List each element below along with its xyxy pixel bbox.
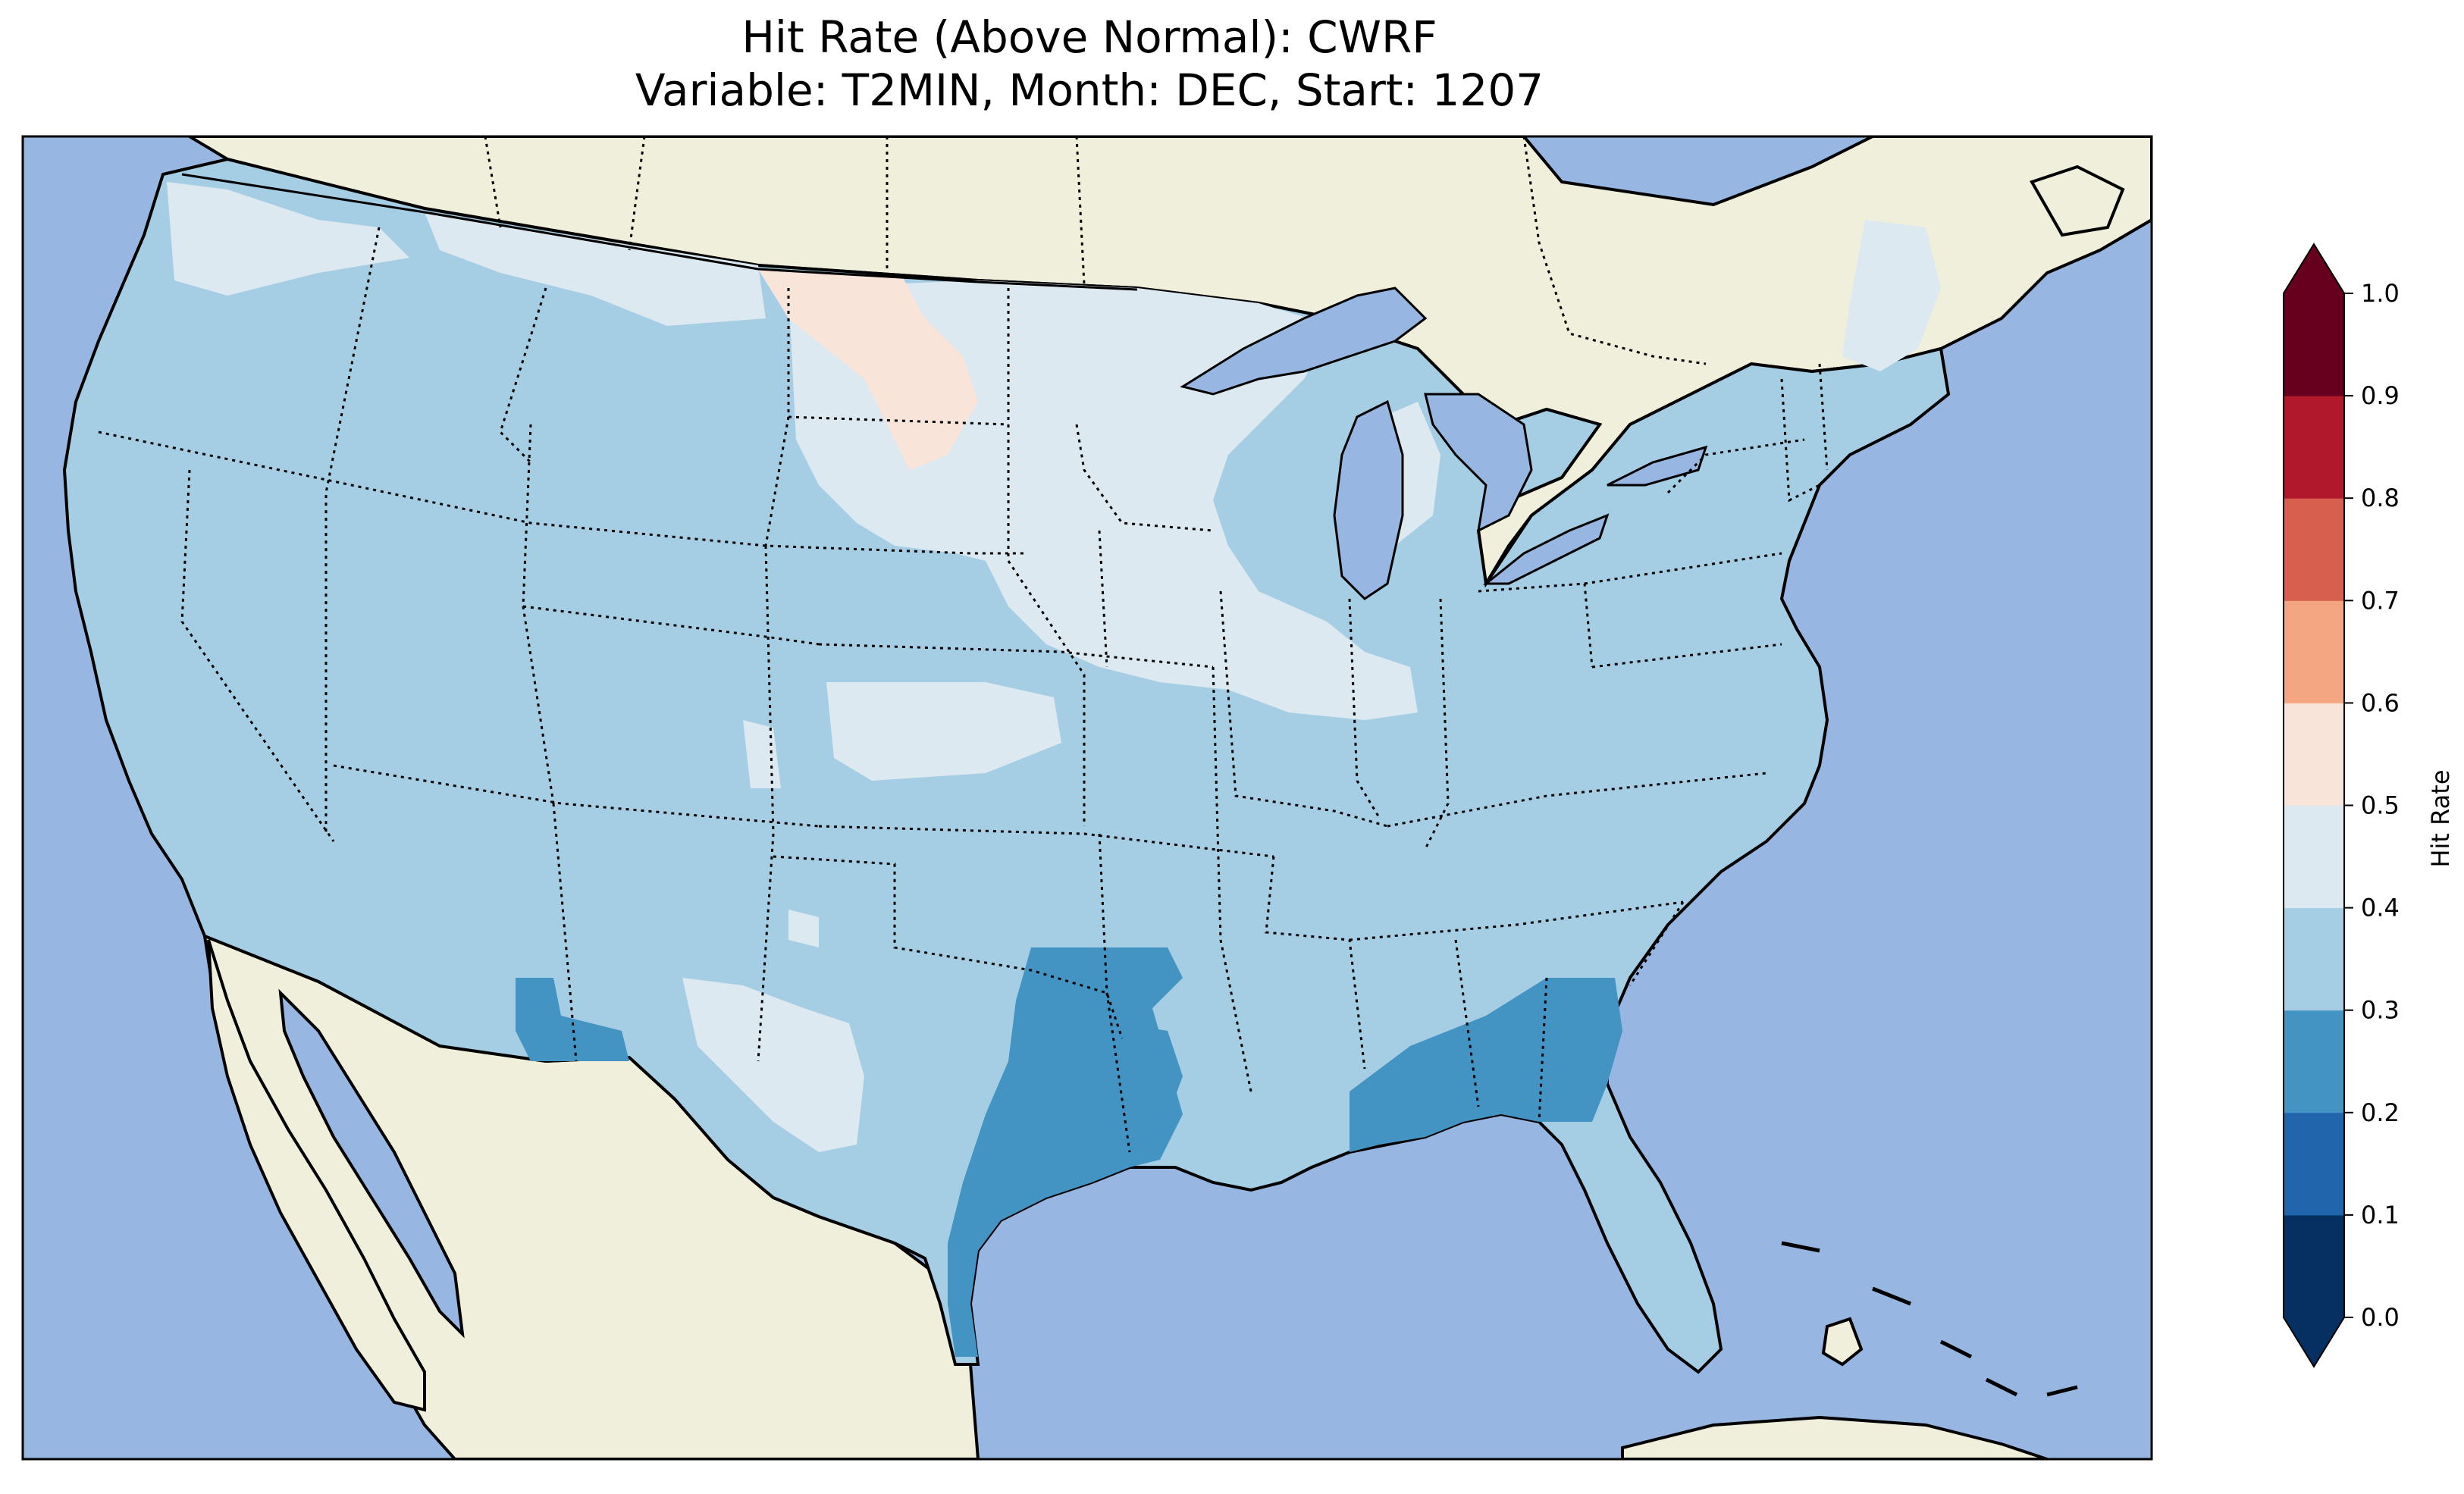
- colorbar-bin: [2284, 600, 2344, 703]
- zone-kansas-light: [826, 682, 1061, 781]
- gulf-of-california: [278, 988, 465, 1339]
- colorbar-extend-max: [2284, 244, 2344, 293]
- state-border: [788, 415, 1009, 426]
- state-border: [1007, 288, 1086, 826]
- state-border: [333, 764, 820, 828]
- zone-louisiana-mid: [1122, 1023, 1183, 1137]
- baja-land: [207, 939, 426, 1412]
- colorbar-label: Hit Rate: [2426, 769, 2455, 867]
- colorbar-tick-label: 1.0: [2361, 279, 2400, 308]
- cuba-land: [1621, 1415, 2048, 1459]
- great-lakes: [1180, 287, 1708, 600]
- province-borders: [484, 136, 1707, 365]
- colorbar-bin: [2284, 907, 2344, 1011]
- colorbar-tick-label: 0.8: [2361, 484, 2400, 512]
- colorbar: 0.0 0.1 0.2 0.3 0.4 0.5 0.6 0.7 0.8 0.9 1.0: [2283, 243, 2400, 1368]
- state-borders: [98, 227, 1829, 1153]
- zone-texas-panhandle-light: [682, 978, 864, 1152]
- state-border: [818, 825, 1274, 858]
- zone-texas-west-light: [788, 910, 819, 947]
- zone-texas-east-mid: [948, 947, 1183, 1357]
- colorbar-bin: [2284, 1112, 2344, 1216]
- zone-montana-light: [425, 212, 766, 326]
- lake-huron: [1424, 393, 1533, 533]
- colorbar-bin: [2284, 498, 2344, 601]
- bahamas-island: [1821, 1317, 1864, 1367]
- state-border: [1075, 424, 1214, 532]
- state-border: [1780, 378, 1820, 503]
- state-border: [522, 605, 820, 646]
- state-border: [1584, 552, 1782, 585]
- colorbar-bin: [2284, 396, 2344, 499]
- colorbar-bin: [2284, 1010, 2344, 1113]
- map-frame: [21, 135, 2153, 1461]
- bahamas-island: [1781, 1241, 2078, 1397]
- state-border: [1387, 772, 1767, 828]
- state-border: [1098, 833, 1131, 1153]
- colorbar-tick-label: 0.5: [2361, 791, 2400, 820]
- state-border: [1424, 598, 1450, 850]
- colorbar-bin: [2284, 805, 2344, 909]
- colorbar-bin: [2284, 703, 2344, 806]
- colorbar-tick-label: 0.0: [2361, 1303, 2400, 1332]
- zone-southeast-mid: [1350, 978, 1622, 1152]
- colorbar-tick-label: 0.7: [2361, 586, 2400, 615]
- state-border: [1666, 438, 1805, 494]
- zone-maine-light: [1842, 220, 1941, 371]
- colorbar-bin: [2284, 293, 2344, 396]
- zone-pnw-light: [167, 182, 409, 296]
- newfoundland-land: [2030, 164, 2125, 237]
- state-border: [1591, 643, 1782, 669]
- lake-erie: [1482, 513, 1610, 585]
- zone-new-mexico-mid: [516, 978, 629, 1061]
- colorbar-tick-label: 0.3: [2361, 996, 2400, 1025]
- state-border: [98, 431, 1024, 555]
- state-border: [1538, 977, 1548, 1123]
- colorbar-tick-label: 0.9: [2361, 381, 2400, 410]
- state-border: [1348, 598, 1381, 819]
- zone-north-dakota-peach: [758, 269, 978, 470]
- state-border: [552, 803, 578, 1062]
- colorbar-tick-label: 0.2: [2361, 1098, 2400, 1127]
- province-border: [484, 136, 502, 228]
- colorbar-bin: [2284, 1214, 2344, 1318]
- province-border: [1075, 136, 1086, 285]
- map-title: Hit Rate (Above Normal): CWRF Variable: …: [0, 11, 2179, 117]
- state-border: [1098, 530, 1108, 668]
- state-border: [180, 469, 335, 842]
- state-border: [757, 545, 775, 1062]
- lake-michigan: [1333, 399, 1404, 600]
- state-border: [1454, 939, 1480, 1107]
- state-border: [1212, 666, 1252, 1092]
- colorbar-tick-label: 0.4: [2361, 894, 2400, 922]
- hit-rate-zone-0.2: [516, 947, 1622, 1357]
- state-border: [818, 643, 1214, 669]
- state-border: [1818, 363, 1829, 471]
- colorbar-extend-min: [2284, 1317, 2344, 1367]
- state-border: [1349, 900, 1684, 941]
- title-line-1: Hit Rate (Above Normal): CWRF: [741, 11, 1437, 63]
- us-canada-border: [181, 173, 1138, 291]
- colorbar-tick-label: 0.6: [2361, 688, 2400, 717]
- state-border: [1629, 901, 1685, 986]
- title-line-2: Variable: T2MIN, Month: DEC, Start: 1207: [635, 64, 1544, 116]
- lake-superior: [1180, 287, 1428, 396]
- state-border: [773, 855, 1124, 1039]
- colorbar-tick-label: 0.1: [2361, 1201, 2400, 1229]
- state-border: [1265, 856, 1366, 1070]
